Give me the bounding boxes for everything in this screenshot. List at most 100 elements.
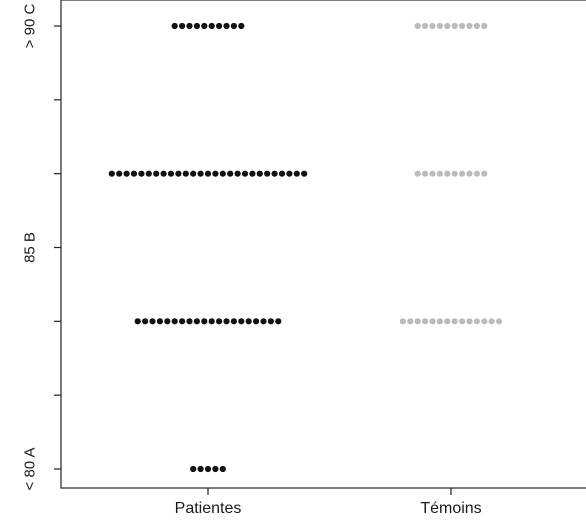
data-point (201, 318, 208, 325)
data-point (473, 318, 480, 325)
data-point (407, 318, 414, 325)
x-category-labels: Patientes Témoins (175, 500, 482, 517)
data-point (193, 318, 200, 325)
data-point (444, 22, 451, 30)
data-point (156, 318, 163, 325)
data-point (208, 22, 215, 30)
data-point (260, 318, 267, 325)
data-point (145, 170, 152, 177)
data-point (216, 22, 223, 30)
y-tick-label: < 80 A (22, 448, 39, 491)
data-point (301, 170, 308, 177)
data-point (245, 318, 252, 325)
data-point (190, 465, 197, 473)
data-point (473, 170, 480, 177)
data-point (466, 22, 473, 30)
data-point (436, 22, 443, 30)
data-point (286, 170, 293, 177)
data-point (399, 318, 406, 325)
data-point (444, 318, 451, 325)
data-point (108, 170, 115, 177)
data-points (108, 22, 503, 473)
data-point (473, 22, 480, 30)
data-point (123, 170, 130, 177)
data-point (227, 170, 234, 177)
data-point (186, 318, 193, 325)
data-point (275, 318, 282, 325)
data-point (197, 170, 204, 177)
data-point (230, 22, 237, 30)
y-tick-label: 85 B (22, 232, 39, 263)
data-point (186, 22, 193, 30)
x-axis (207, 488, 452, 495)
data-point (253, 318, 260, 325)
y-tick-label: > 90 C (22, 4, 39, 49)
data-point (142, 318, 149, 325)
data-point (204, 465, 212, 473)
data-point (414, 22, 421, 30)
data-point (216, 318, 223, 325)
data-point (444, 170, 451, 177)
data-point (223, 318, 230, 325)
data-point (436, 318, 443, 325)
data-point (271, 170, 278, 177)
data-point (481, 318, 488, 325)
data-point (138, 170, 145, 177)
data-point (160, 170, 167, 177)
data-point (201, 22, 208, 30)
x-category-label: Témoins (420, 500, 481, 517)
data-point (164, 318, 171, 325)
data-point (264, 170, 271, 177)
data-point (451, 22, 458, 30)
data-point (175, 170, 182, 177)
data-point (171, 318, 178, 325)
data-point (182, 170, 189, 177)
data-point (422, 318, 429, 325)
data-point (212, 170, 219, 177)
data-point (414, 318, 421, 325)
data-point (153, 170, 160, 177)
data-point (466, 170, 473, 177)
data-point (234, 170, 241, 177)
data-point (197, 465, 204, 473)
data-point (241, 170, 249, 177)
y-axis (54, 25, 61, 470)
data-point (459, 318, 466, 325)
data-point (451, 170, 458, 177)
data-point (429, 22, 436, 30)
data-point (171, 22, 178, 30)
data-point (130, 170, 138, 177)
data-point (223, 22, 230, 30)
data-point (429, 170, 436, 177)
data-point (134, 318, 141, 325)
data-point (116, 170, 123, 177)
data-point (459, 22, 466, 30)
data-point (422, 22, 429, 30)
plot-frame (60, 0, 586, 489)
data-point (167, 170, 175, 177)
data-point (422, 170, 429, 177)
data-point (414, 170, 421, 177)
data-point (219, 465, 226, 473)
data-point (179, 22, 186, 30)
data-point (466, 318, 473, 325)
data-point (496, 318, 503, 325)
x-category-label: Patientes (175, 500, 242, 517)
data-point (190, 170, 197, 177)
data-point (267, 318, 274, 325)
data-point (459, 170, 466, 177)
data-point (293, 170, 300, 177)
data-point (481, 22, 488, 30)
data-point (204, 170, 212, 177)
data-point (238, 318, 245, 325)
data-point (238, 22, 245, 30)
data-point (429, 318, 436, 325)
data-point (481, 170, 488, 177)
data-point (219, 170, 226, 177)
data-point (249, 170, 256, 177)
data-point (149, 318, 156, 325)
y-tick-labels: < 80 A 85 B > 90 C (22, 4, 39, 491)
data-point (488, 318, 495, 325)
data-point (436, 170, 443, 177)
